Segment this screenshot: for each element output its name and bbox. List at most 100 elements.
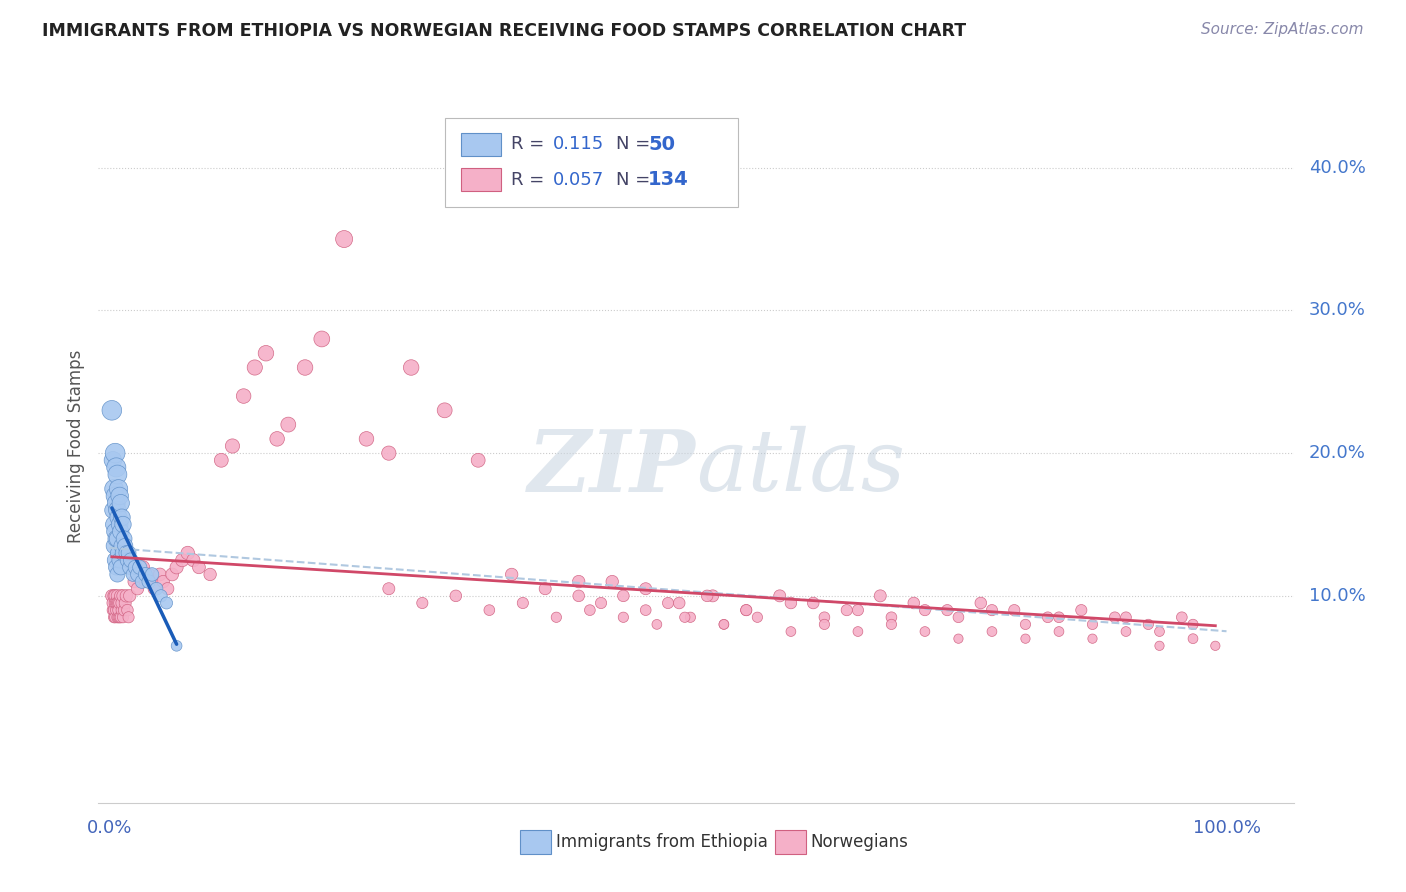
Point [108, 489, 131, 503]
Point [1014, 632, 1036, 646]
Point [111, 546, 134, 560]
Point [433, 403, 456, 417]
Point [141, 567, 163, 582]
Point [735, 603, 758, 617]
Point [780, 596, 803, 610]
FancyBboxPatch shape [461, 169, 501, 191]
Point [124, 560, 146, 574]
Point [117, 553, 139, 567]
Point [1137, 617, 1160, 632]
Point [579, 603, 602, 617]
Point [122, 567, 145, 582]
Point [118, 560, 141, 574]
Text: R =: R = [510, 171, 550, 189]
Point [108, 596, 131, 610]
Point [111, 596, 134, 610]
Point [294, 360, 316, 375]
Point [869, 589, 891, 603]
Point [411, 596, 433, 610]
Point [101, 453, 124, 467]
Point [155, 596, 177, 610]
Point [1081, 632, 1104, 646]
Point [187, 560, 209, 574]
Point [128, 560, 150, 574]
Point [813, 610, 835, 624]
Point [104, 446, 127, 460]
Point [107, 482, 129, 496]
Text: N =: N = [616, 136, 655, 153]
Point [534, 582, 557, 596]
Point [103, 589, 125, 603]
Point [107, 596, 129, 610]
Point [232, 389, 254, 403]
Point [846, 624, 869, 639]
Point [356, 432, 378, 446]
Point [117, 603, 139, 617]
Point [1104, 610, 1126, 624]
Point [107, 610, 129, 624]
Point [111, 603, 134, 617]
Point [948, 632, 970, 646]
Point [101, 403, 124, 417]
Point [110, 496, 132, 510]
Point [277, 417, 299, 432]
Point [266, 432, 288, 446]
Point [101, 596, 124, 610]
Point [1149, 624, 1171, 639]
Point [801, 596, 824, 610]
Point [713, 617, 735, 632]
Point [177, 546, 200, 560]
Point [399, 360, 422, 375]
Point [107, 596, 129, 610]
Point [880, 617, 903, 632]
Point [221, 439, 243, 453]
Text: 134: 134 [648, 170, 689, 189]
Point [108, 610, 131, 624]
Point [112, 603, 135, 617]
Point [501, 567, 523, 582]
Point [107, 567, 129, 582]
Point [107, 503, 129, 517]
Point [1014, 617, 1036, 632]
Point [769, 589, 792, 603]
Point [101, 503, 124, 517]
Point [120, 553, 142, 567]
Text: Immigrants from Ethiopia: Immigrants from Ethiopia [557, 833, 768, 851]
Point [444, 589, 467, 603]
Point [735, 603, 758, 617]
Point [936, 603, 959, 617]
Point [1115, 624, 1137, 639]
Point [981, 603, 1004, 617]
Point [835, 603, 858, 617]
Point [149, 589, 172, 603]
Point [122, 574, 145, 589]
Point [467, 453, 489, 467]
Point [1036, 610, 1059, 624]
Text: atlas: atlas [696, 426, 905, 508]
Text: Source: ZipAtlas.com: Source: ZipAtlas.com [1201, 22, 1364, 37]
Point [780, 624, 803, 639]
Point [121, 560, 143, 574]
Point [117, 546, 139, 560]
Point [104, 553, 127, 567]
Point [103, 482, 125, 496]
Point [668, 596, 690, 610]
Point [568, 589, 591, 603]
Point [1070, 603, 1092, 617]
Point [1182, 617, 1205, 632]
FancyBboxPatch shape [461, 133, 501, 155]
Text: 0.115: 0.115 [553, 136, 603, 153]
Point [107, 589, 129, 603]
Point [160, 567, 183, 582]
Point [107, 610, 129, 624]
Point [378, 446, 401, 460]
Point [103, 603, 125, 617]
Point [107, 546, 129, 560]
Point [107, 532, 129, 546]
Point [589, 596, 612, 610]
Point [149, 567, 172, 582]
Point [903, 596, 925, 610]
Point [981, 624, 1004, 639]
Point [166, 560, 188, 574]
Point [152, 574, 174, 589]
